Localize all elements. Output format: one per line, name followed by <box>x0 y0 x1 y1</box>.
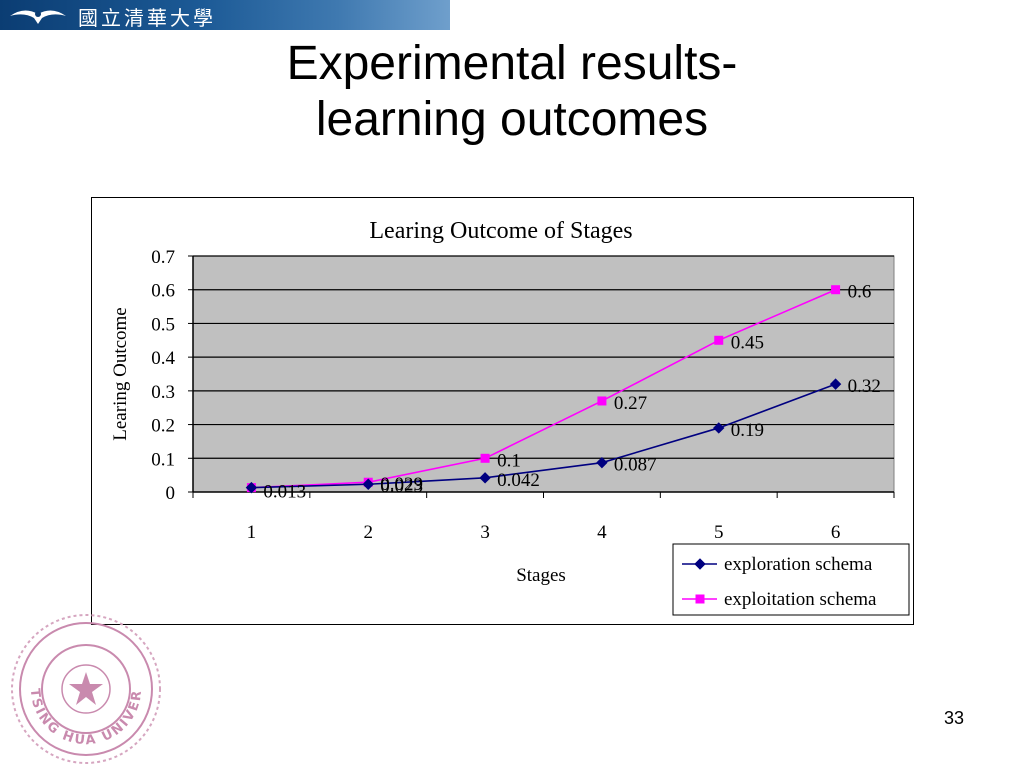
y-tick-label: 0.2 <box>151 416 175 437</box>
plot-area <box>192 255 895 493</box>
exploration-point <box>829 378 842 390</box>
x-axis-label: Stages <box>516 565 566 586</box>
series-line-exploitation <box>251 288 836 489</box>
x-tick-label: 5 <box>714 522 724 543</box>
exploration-point <box>596 456 608 469</box>
chart-title: Learing Outcome of Stages <box>369 218 632 244</box>
exploration-point <box>479 472 491 484</box>
slide-title-line-2: learning outcomes <box>315 93 709 146</box>
x-tick-label: 6 <box>831 522 841 543</box>
slide-title-line-1: Experimental results- <box>286 37 738 90</box>
data-label: 0.1 <box>497 450 521 471</box>
data-label: 0.27 <box>614 393 647 414</box>
legend-marker <box>694 558 706 570</box>
university-seal-icon: TSING HUA UNIVERSITY <box>4 612 161 764</box>
y-tick-label: 0.6 <box>151 281 175 302</box>
legend-marker <box>695 594 705 604</box>
data-label: 0.023 <box>380 476 423 497</box>
x-tick-label: 3 <box>480 522 490 543</box>
exploitation-point <box>831 285 841 295</box>
header-banner: 國立清華大學 <box>0 0 450 30</box>
y-tick-label: 0.4 <box>151 348 175 369</box>
legend-label: exploration schema <box>724 554 873 575</box>
exploration-point <box>362 478 374 490</box>
x-tick-label: 4 <box>597 522 607 543</box>
y-tick-label: 0.7 <box>151 247 175 268</box>
exploitation-point <box>480 453 490 463</box>
exploration-point <box>713 422 725 434</box>
legend-label: exploitation schema <box>724 589 877 610</box>
data-label: 0.013 <box>263 482 306 503</box>
bird-emblem-icon <box>10 10 66 24</box>
y-tick-label: 0.1 <box>151 449 175 470</box>
data-label: 0.19 <box>731 420 764 441</box>
legend-box <box>672 543 910 616</box>
y-tick-label: 0.3 <box>151 382 175 403</box>
exploitation-point <box>714 335 724 345</box>
x-tick-label: 1 <box>247 522 257 543</box>
data-label: 0.32 <box>848 376 881 397</box>
x-tick-label: 2 <box>364 522 374 543</box>
university-name-banner: 國立清華大學 <box>78 6 216 30</box>
y-axis-label: Learing Outcome <box>110 307 131 440</box>
data-label: 0.6 <box>848 282 872 303</box>
exploration-point <box>245 481 258 494</box>
line-chart: Learing Outcome of Stages 0 0.1 0.2 0.3 0.4 0.… <box>110 218 910 616</box>
data-label: 0.087 <box>614 455 657 476</box>
slide-title: Experimental results- learning outcomes <box>0 36 1024 148</box>
series-line-exploration <box>251 383 836 489</box>
exploitation-point <box>597 396 607 406</box>
chart-frame: Learing Outcome of Stages 0 0.1 0.2 0.3 0.4 0.… <box>91 197 914 625</box>
data-label: 0.042 <box>497 470 540 491</box>
page-number: 33 <box>943 708 964 728</box>
seal-ring-text: TSING HUA UNIVERSITY <box>4 612 145 748</box>
y-tick-label: 0.5 <box>151 314 175 335</box>
data-label: 0.45 <box>731 332 764 353</box>
y-tick-label: 0 <box>166 483 176 504</box>
data-label: 0.029 <box>380 474 423 495</box>
